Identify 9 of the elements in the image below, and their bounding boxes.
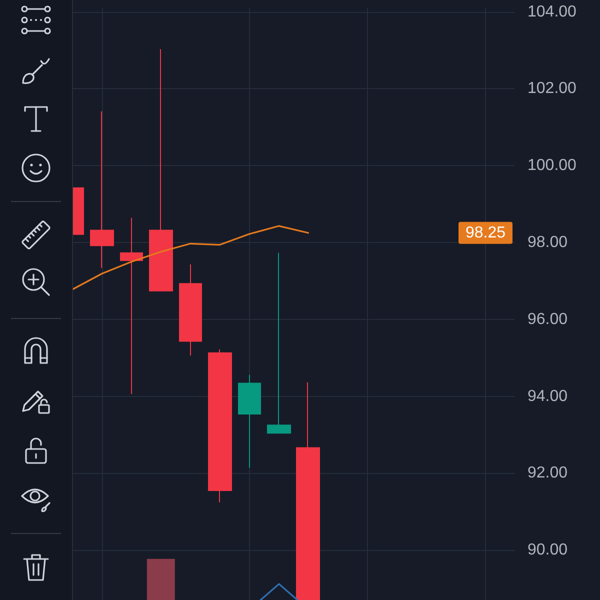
y-tick-label: 96.00	[528, 310, 568, 328]
annotation: 98.25	[465, 224, 506, 242]
y-tick-label: 102.00	[528, 80, 577, 98]
y-tick-label: 104.00	[528, 3, 577, 20]
y-tick-label: 98.00	[528, 234, 568, 251]
y-tick-label: 100.00	[528, 157, 577, 174]
y-tick-label: 92.00	[528, 464, 568, 482]
y-tick-label: 94.00	[528, 388, 568, 405]
y-tick-label: 90.00	[528, 542, 568, 559]
